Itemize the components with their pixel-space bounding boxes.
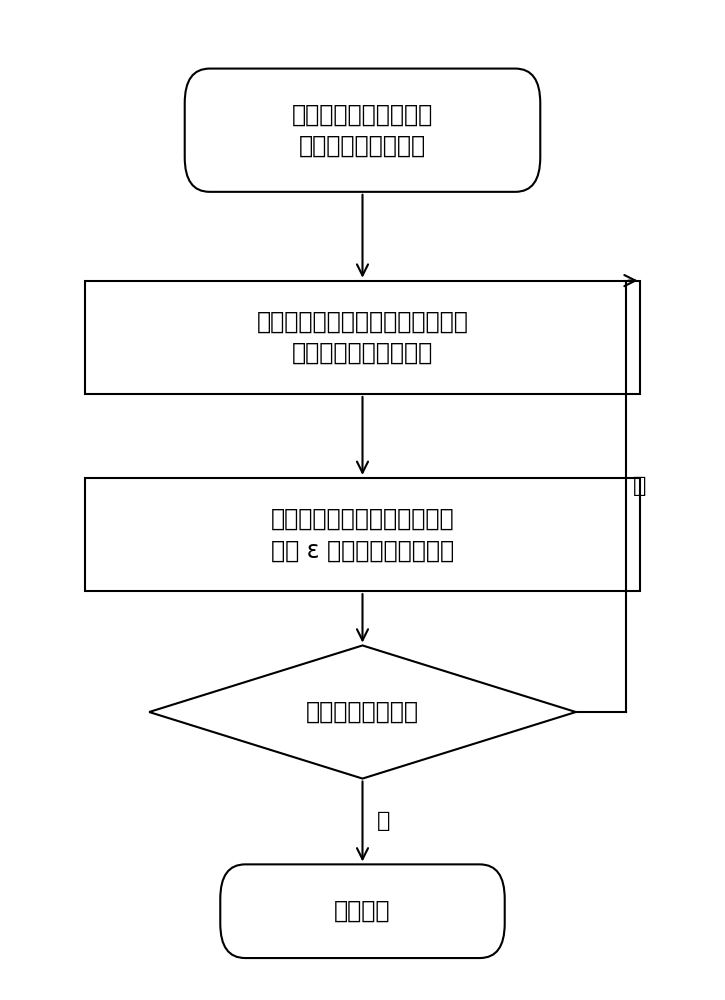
Polygon shape xyxy=(149,645,576,779)
Text: 否: 否 xyxy=(633,476,646,496)
Text: 是: 是 xyxy=(377,811,390,831)
FancyBboxPatch shape xyxy=(185,69,540,192)
Text: 引入谱间相关系数并确
定谱段之间的相关性: 引入谱间相关系数并确 定谱段之间的相关性 xyxy=(292,102,433,158)
Text: 所有谱段都被归类: 所有谱段都被归类 xyxy=(306,700,419,724)
Bar xyxy=(85,281,640,394)
Text: 将与该聚类点的相关系数大于
阈值 ε 的谱段划分到同一组: 将与该聚类点的相关系数大于 阈值 ε 的谱段划分到同一组 xyxy=(270,507,455,562)
FancyBboxPatch shape xyxy=(220,864,505,958)
Text: 归类结束: 归类结束 xyxy=(334,899,391,923)
Text: 选择与其它谱段的相关系数和最大
的谱段作为初始聚类点: 选择与其它谱段的相关系数和最大 的谱段作为初始聚类点 xyxy=(257,309,468,365)
Bar xyxy=(85,478,640,591)
